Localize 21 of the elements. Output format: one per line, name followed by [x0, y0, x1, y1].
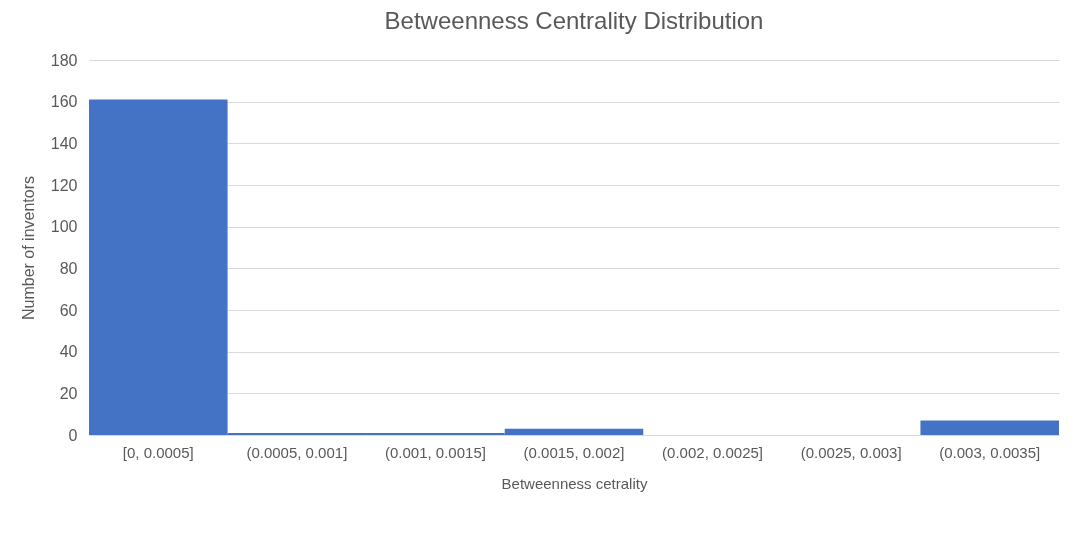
bar [920, 420, 1059, 435]
y-tick-label: 60 [59, 301, 78, 319]
x-axis-title: Betweenness cetrality [501, 474, 648, 492]
y-tick-label: 140 [50, 134, 78, 152]
y-axis-title: Number of inventors [19, 175, 37, 321]
x-tick-label: (0.0005, 0.001] [246, 443, 348, 461]
x-tick-label: (0.002, 0.0025] [662, 443, 764, 461]
y-tick-label: 80 [59, 259, 78, 277]
y-tick-label: 100 [50, 218, 78, 236]
x-tick-label: (0.001, 0.0015] [384, 443, 486, 461]
y-tick-label: 0 [68, 426, 78, 444]
x-tick-label: [0, 0.0005] [122, 443, 194, 461]
x-tick-label: (0.003, 0.0035] [939, 443, 1041, 461]
x-tick-label: (0.0025, 0.003] [800, 443, 902, 461]
chart-title: Betweenness Centrality Distribution [384, 7, 764, 34]
y-tick-label: 180 [50, 51, 78, 69]
y-tick-label: 20 [59, 384, 78, 402]
y-tick-label: 40 [59, 343, 78, 361]
y-tick-label: 120 [50, 176, 78, 194]
x-tick-label: (0.0015, 0.002] [523, 443, 625, 461]
y-tick-label: 160 [50, 93, 78, 111]
